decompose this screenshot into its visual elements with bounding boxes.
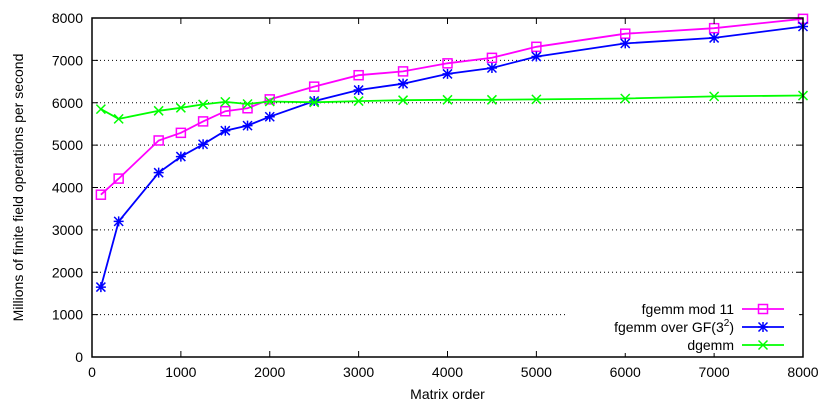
series-2-point-14 — [620, 93, 631, 104]
series-1-point-15 — [709, 32, 720, 43]
series-0-point-0 — [95, 189, 107, 200]
y-tick-label-6000: 6000 — [52, 95, 83, 111]
series-2-point-7 — [264, 96, 275, 107]
series-2-point-3 — [175, 102, 186, 113]
x-tick-label-7000: 7000 — [699, 364, 730, 380]
x-tick-label-6000: 6000 — [610, 364, 641, 380]
series-1-point-5 — [220, 125, 231, 136]
x-tick-label-1000: 1000 — [165, 364, 196, 380]
series-2-point-5 — [220, 96, 231, 107]
series-1-point-9 — [353, 85, 364, 96]
x-axis-label: Matrix order — [410, 386, 485, 402]
series-0-point-7 — [264, 94, 275, 105]
legend-label-superscript: 2 — [724, 318, 730, 329]
legend: fgemm mod 11 fgemm over GF(32) dgemm — [565, 297, 799, 353]
legend-swatch-marker-0 — [757, 303, 769, 315]
x-tick-label-5000: 5000 — [521, 364, 552, 380]
legend-swatch-marker-2 — [757, 339, 769, 351]
series-1-point-4 — [198, 139, 209, 150]
series-0-line — [100, 17, 804, 196]
series-0-point-9 — [353, 69, 364, 81]
y-tick-label-7000: 7000 — [52, 52, 83, 68]
series-0-point-14 — [620, 28, 631, 39]
series-1-point-11 — [442, 68, 453, 79]
series-1-point-10 — [398, 78, 409, 89]
series-1-point-14 — [620, 38, 631, 49]
series-layer — [95, 13, 809, 293]
series-2-point-8 — [309, 97, 320, 108]
series-0-point-1 — [113, 173, 124, 184]
series-0 — [95, 13, 809, 200]
series-1-point-6 — [242, 120, 253, 131]
series-1-point-13 — [531, 51, 542, 62]
x-tick-label-2000: 2000 — [254, 364, 285, 380]
series-2-point-1 — [113, 113, 124, 124]
legend-label-prefix: fgemm over GF(3 — [614, 319, 724, 335]
legend-entry-fgemm-over-gf: fgemm over GF(32) — [614, 318, 784, 335]
series-2-point-6 — [242, 98, 253, 110]
legend-swatch-marker-1 — [757, 321, 769, 333]
legend-label-suffix: ) — [729, 319, 734, 335]
y-tick-label-0: 0 — [75, 349, 83, 365]
series-2-point-4 — [198, 99, 209, 110]
y-tick-label-5000: 5000 — [52, 137, 83, 153]
series-0-point-5 — [220, 105, 231, 117]
x-tick-label-4000: 4000 — [432, 364, 463, 380]
legend-label-dgemm: dgemm — [687, 337, 734, 353]
series-0-point-2 — [153, 135, 164, 146]
legend-entry-dgemm: dgemm — [687, 337, 784, 353]
series-0-point-8 — [308, 81, 320, 92]
series-1-point-2 — [153, 167, 164, 178]
x-tick-label-0: 0 — [88, 364, 96, 380]
x-tick-label-3000: 3000 — [343, 364, 374, 380]
series-2-point-0 — [95, 104, 106, 115]
legend-entry-fgemm-mod-11: fgemm mod 11 — [642, 301, 784, 317]
series-2-point-2 — [153, 105, 164, 116]
series-1-point-3 — [175, 151, 186, 162]
series-1-point-8 — [309, 96, 320, 107]
tick-marks — [91, 17, 804, 358]
y-tick-label-4000: 4000 — [52, 180, 83, 196]
legend-label-fgemm-over-gf: fgemm over GF(32) — [614, 318, 734, 335]
x-tick-label-8000: 8000 — [787, 364, 818, 380]
y-tick-label-3000: 3000 — [52, 222, 83, 238]
y-tick-label-1000: 1000 — [52, 307, 83, 323]
series-0-point-10 — [397, 66, 409, 77]
series-0-point-11 — [442, 58, 453, 69]
series-2-point-13 — [531, 94, 542, 105]
x-tick-labels: 0 1000 2000 3000 4000 5000 6000 7000 8000 — [88, 364, 819, 380]
series-0-point-13 — [531, 41, 542, 53]
series-1-point-1 — [113, 216, 124, 227]
grid-lines — [92, 59, 803, 316]
y-tick-labels: 0 1000 2000 3000 4000 5000 6000 7000 8000 — [52, 10, 83, 365]
series-2-point-11 — [442, 94, 453, 105]
series-0-point-4 — [197, 116, 209, 127]
y-tick-label-2000: 2000 — [52, 264, 83, 280]
series-2 — [95, 90, 809, 124]
legend-label-fgemm-mod-11: fgemm mod 11 — [642, 301, 735, 317]
y-tick-label-8000: 8000 — [52, 10, 83, 26]
series-0-point-12 — [486, 52, 498, 64]
series-1-point-7 — [264, 111, 275, 122]
series-2-point-9 — [353, 96, 364, 107]
series-0-point-3 — [175, 127, 187, 139]
y-axis-label: Millions of finite field operations per … — [10, 54, 26, 322]
series-1 — [95, 21, 809, 293]
series-1-point-0 — [95, 282, 106, 293]
series-2-point-10 — [398, 95, 409, 106]
series-2-point-12 — [486, 94, 497, 105]
series-1-point-12 — [486, 62, 497, 74]
series-2-point-15 — [709, 91, 720, 102]
